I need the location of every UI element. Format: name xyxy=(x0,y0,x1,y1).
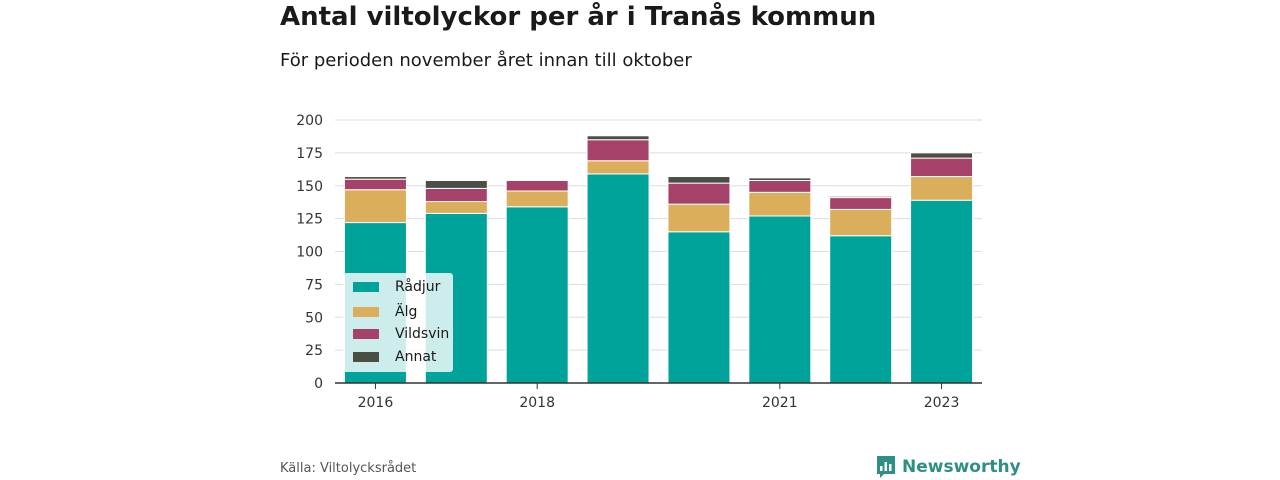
bar-segment xyxy=(829,235,893,384)
y-tick-label: 200 xyxy=(296,113,323,129)
bar-segment xyxy=(586,139,650,162)
newsworthy-logo-icon xyxy=(877,456,895,478)
bar-segment xyxy=(424,179,488,189)
y-tick-label: 100 xyxy=(296,245,323,261)
bar-segment xyxy=(910,152,974,159)
y-tick-label: 25 xyxy=(305,343,323,359)
x-tick-label: 2021 xyxy=(762,395,798,411)
y-tick-label: 150 xyxy=(296,179,323,195)
legend-item-vildsvin[interactable]: Vildsvin xyxy=(353,324,449,344)
legend-item-alg[interactable]: Älg xyxy=(353,302,417,322)
bar-segment xyxy=(748,179,812,193)
legend-item-radjur[interactable]: Rådjur xyxy=(353,277,440,297)
bar-segment xyxy=(829,197,893,210)
bar-segment xyxy=(910,176,974,201)
legend-swatch-radjur xyxy=(353,282,379,292)
bar-segment xyxy=(748,191,812,217)
bar-segment xyxy=(586,173,650,384)
bar-segment xyxy=(424,201,488,214)
brand-logo[interactable]: Newsworthy xyxy=(876,455,1021,479)
x-tick-label: 2018 xyxy=(519,395,555,411)
bar-segment xyxy=(829,195,893,199)
x-tick-label: 2023 xyxy=(924,395,960,411)
legend-label-annat: Annat xyxy=(395,349,437,365)
bar-segment xyxy=(748,215,812,384)
bar-segment xyxy=(505,179,569,192)
bar-segment xyxy=(586,160,650,175)
bar-segment xyxy=(667,182,731,205)
legend-swatch-annat xyxy=(353,352,379,362)
legend-label-radjur: Rådjur xyxy=(395,279,441,295)
y-tick-label: 75 xyxy=(305,277,323,293)
legend-swatch-alg xyxy=(353,307,379,317)
page-subtitle: För perioden november året innan till ok… xyxy=(280,50,692,71)
bar-segment xyxy=(343,189,407,224)
bar-segment xyxy=(910,199,974,384)
y-tick-label: 125 xyxy=(296,212,323,228)
bar-segment xyxy=(586,135,650,141)
source-note: Källa: Viltolycksrådet xyxy=(280,461,417,476)
bar-segment xyxy=(910,157,974,178)
bar-segment xyxy=(667,203,731,233)
y-tick-label: 175 xyxy=(296,146,323,162)
y-tick-label: 50 xyxy=(305,310,323,326)
bar-segment xyxy=(667,231,731,384)
bar-segment xyxy=(667,176,731,184)
page-title: Antal viltolyckor per år i Tranås kommun xyxy=(280,2,877,32)
chart-legend: Rådjur Älg Vildsvin Annat xyxy=(343,273,453,372)
x-tick-label: 2016 xyxy=(358,395,394,411)
bar-segment xyxy=(343,176,407,180)
bar-segment xyxy=(505,190,569,208)
bar-segment xyxy=(748,177,812,181)
legend-label-alg: Älg xyxy=(395,304,418,320)
legend-label-vildsvin: Vildsvin xyxy=(395,326,450,342)
bar-segment xyxy=(505,206,569,384)
legend-swatch-vildsvin xyxy=(353,329,379,339)
bar-segment xyxy=(343,178,407,191)
legend-item-annat[interactable]: Annat xyxy=(353,347,436,367)
bar-segment xyxy=(829,208,893,237)
bar-segment xyxy=(424,187,488,203)
y-tick-label: 0 xyxy=(314,376,323,392)
brand-name: Newsworthy xyxy=(902,457,1021,477)
